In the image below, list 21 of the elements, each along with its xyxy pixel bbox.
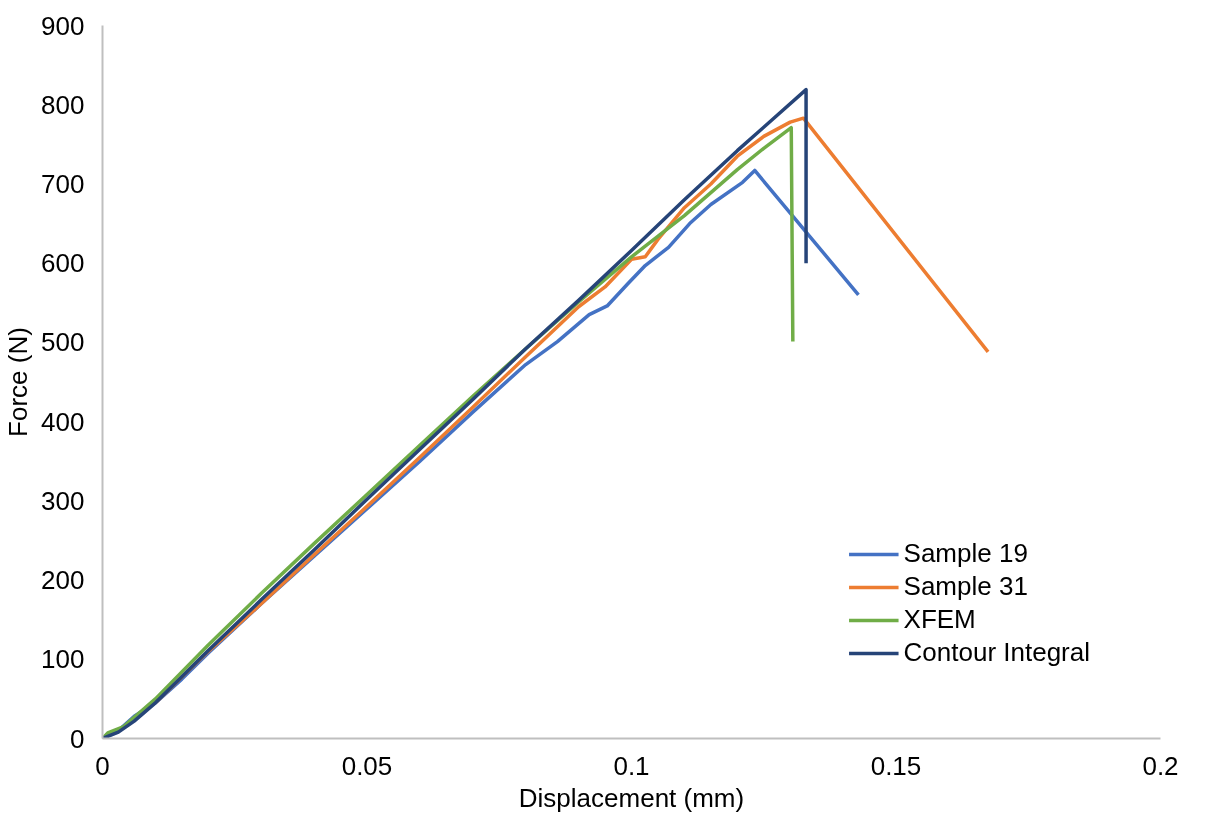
y-tick-label: 900 <box>41 10 85 41</box>
x-tick-label: 0.2 <box>1142 750 1179 781</box>
legend-label: XFEM <box>903 604 976 635</box>
y-tick-label: 300 <box>41 485 85 516</box>
y-tick-label: 500 <box>41 327 85 358</box>
y-tick-label: 600 <box>41 248 85 279</box>
x-axis-title: Displacement (mm) <box>518 782 745 813</box>
y-tick-label: 0 <box>70 723 85 754</box>
y-tick-label: 800 <box>41 89 85 120</box>
y-axis-title: Force (N) <box>3 327 34 437</box>
legend-label: Sample 31 <box>903 571 1028 602</box>
x-tick-label: 0.15 <box>870 750 922 781</box>
x-tick-label: 0.05 <box>341 750 393 781</box>
x-tick-label: 0.1 <box>613 750 650 781</box>
y-tick-label: 200 <box>41 565 85 596</box>
y-tick-label: 700 <box>41 168 85 199</box>
legend-label: Contour Integral <box>903 637 1090 668</box>
y-tick-label: 100 <box>41 644 85 675</box>
y-tick-label: 400 <box>41 406 85 437</box>
legend-label: Sample 19 <box>903 538 1028 569</box>
x-tick-label: 0 <box>95 750 110 781</box>
